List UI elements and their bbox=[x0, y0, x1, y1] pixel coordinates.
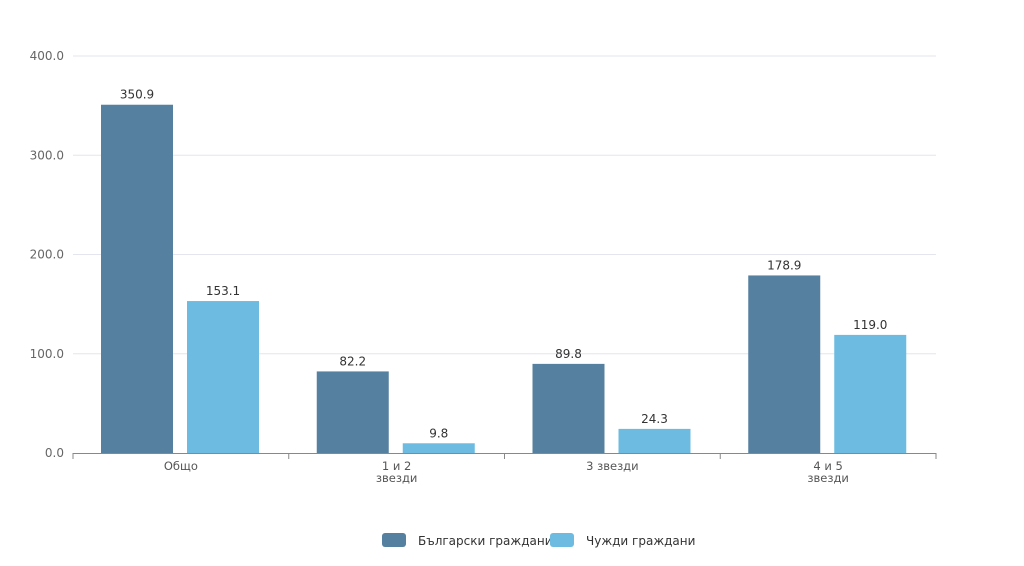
bar bbox=[402, 443, 475, 453]
y-tick-label: 200.0 bbox=[30, 248, 64, 262]
bar bbox=[187, 301, 259, 453]
bar bbox=[834, 334, 907, 453]
x-tick-label: 4 и 5 bbox=[813, 459, 842, 473]
data-label: 9.8 bbox=[429, 426, 448, 440]
bar bbox=[101, 104, 173, 453]
data-label: 153.1 bbox=[206, 284, 240, 298]
data-label: 350.9 bbox=[120, 88, 154, 102]
data-label: 89.8 bbox=[555, 347, 582, 361]
legend-label: Чужди граждани bbox=[586, 534, 695, 548]
y-tick-label: 400.0 bbox=[30, 49, 64, 63]
data-label: 119.0 bbox=[853, 318, 887, 332]
legend-swatch bbox=[382, 533, 406, 547]
bar bbox=[316, 371, 389, 453]
y-tick-label: 0.0 bbox=[45, 446, 64, 460]
x-tick-label: звезди bbox=[807, 471, 849, 485]
data-label: 24.3 bbox=[641, 412, 668, 426]
legend-swatch bbox=[550, 533, 574, 547]
bar bbox=[532, 363, 605, 453]
data-label: 178.9 bbox=[767, 258, 801, 272]
legend-label: Български граждани bbox=[418, 534, 553, 548]
x-tick-label: 3 звезди bbox=[586, 459, 638, 473]
y-tick-label: 300.0 bbox=[30, 148, 64, 162]
y-tick-label: 100.0 bbox=[30, 347, 64, 361]
x-tick-label: Общо bbox=[164, 459, 198, 473]
bar bbox=[618, 428, 691, 453]
data-label: 82.2 bbox=[339, 354, 366, 368]
x-tick-label: звезди bbox=[376, 471, 418, 485]
bar bbox=[748, 275, 821, 453]
x-tick-label: 1 и 2 bbox=[382, 459, 411, 473]
